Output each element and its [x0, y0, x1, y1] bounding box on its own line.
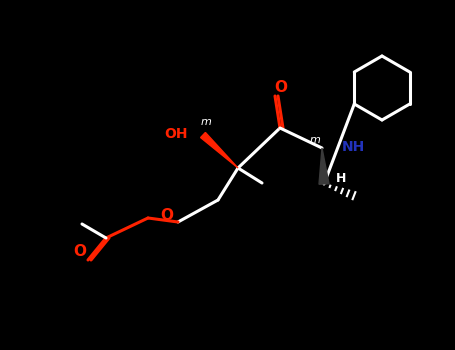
Text: O: O — [74, 245, 86, 259]
Text: NH: NH — [342, 140, 365, 154]
Text: OH: OH — [165, 127, 188, 141]
Text: H: H — [336, 172, 346, 184]
Text: O: O — [160, 208, 173, 223]
Polygon shape — [201, 132, 238, 168]
Polygon shape — [319, 148, 329, 184]
Text: O: O — [274, 80, 288, 96]
Text: m: m — [201, 117, 212, 127]
Text: m: m — [309, 135, 320, 145]
